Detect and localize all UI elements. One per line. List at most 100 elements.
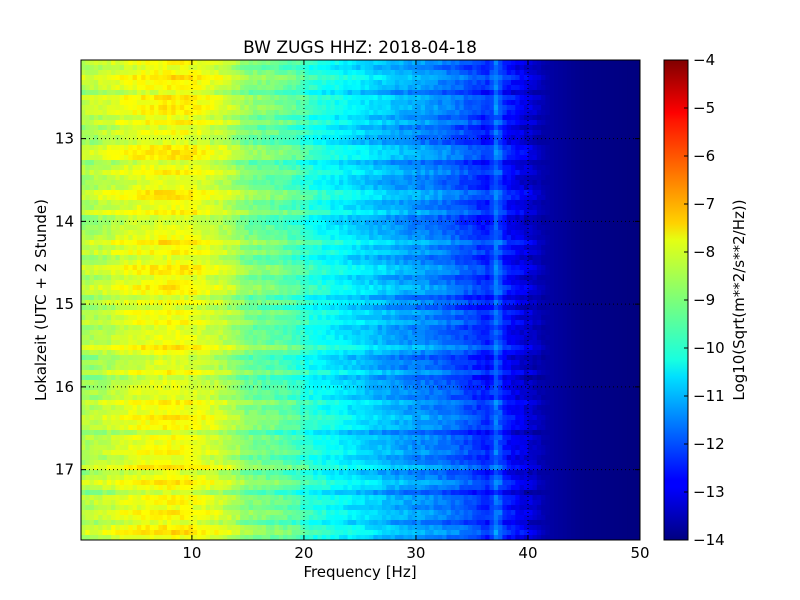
heatmap-cell xyxy=(184,95,190,101)
heatmap-cell xyxy=(98,95,104,101)
heatmap-cell xyxy=(334,75,340,81)
heatmap-cell xyxy=(308,250,314,256)
heatmap-cell xyxy=(296,65,301,71)
heatmap-cell xyxy=(283,135,288,141)
heatmap-cell xyxy=(326,170,331,176)
heatmap-cell xyxy=(218,95,224,101)
heatmap-cell xyxy=(459,215,465,221)
heatmap-cell xyxy=(416,230,422,236)
heatmap-cell xyxy=(631,125,637,131)
heatmap-cell xyxy=(437,210,443,216)
heatmap-cell xyxy=(631,105,637,111)
heatmap-cell xyxy=(171,225,177,231)
heatmap-cell xyxy=(162,205,168,211)
heatmap-cell xyxy=(210,205,215,211)
heatmap-cell xyxy=(377,140,383,146)
heatmap-cell xyxy=(429,85,435,91)
heatmap-cell xyxy=(532,70,538,76)
heatmap-cell xyxy=(605,135,611,141)
heatmap-cell xyxy=(321,70,327,76)
heatmap-cell xyxy=(609,185,615,191)
heatmap-cell xyxy=(609,130,615,136)
heatmap-cell xyxy=(158,240,164,246)
heatmap-cell xyxy=(270,115,276,121)
heatmap-cell xyxy=(536,75,542,81)
heatmap-cell xyxy=(158,200,164,206)
heatmap-cell xyxy=(265,215,271,221)
heatmap-cell xyxy=(601,105,607,111)
heatmap-cell xyxy=(519,90,525,96)
heatmap-cell xyxy=(132,155,138,161)
heatmap-cell xyxy=(287,230,293,236)
heatmap-cell xyxy=(450,65,456,71)
heatmap-cell xyxy=(274,200,280,206)
heatmap-cell xyxy=(554,245,559,251)
heatmap-cell xyxy=(416,100,422,106)
heatmap-cell xyxy=(369,140,374,146)
heatmap-cell xyxy=(201,110,207,116)
heatmap-cell xyxy=(321,155,327,161)
heatmap-cell xyxy=(231,220,237,226)
heatmap-cell xyxy=(347,115,353,121)
heatmap-cell xyxy=(506,100,512,106)
heatmap-cell xyxy=(171,135,177,141)
heatmap-cell xyxy=(403,150,409,156)
heatmap-cell xyxy=(248,190,254,196)
heatmap-cell xyxy=(218,205,224,211)
heatmap-cell xyxy=(330,115,336,121)
heatmap-cell xyxy=(283,130,288,136)
heatmap-cell xyxy=(442,135,448,141)
heatmap-cell xyxy=(205,245,211,251)
heatmap-cell xyxy=(373,155,379,161)
heatmap-cell xyxy=(549,195,555,201)
heatmap-cell xyxy=(463,100,469,106)
heatmap-cell xyxy=(541,75,546,81)
heatmap-cell xyxy=(597,85,602,91)
heatmap-cell xyxy=(412,150,417,156)
heatmap-cell xyxy=(313,120,319,126)
heatmap-cell xyxy=(386,215,392,221)
heatmap-cell xyxy=(231,60,237,66)
heatmap-cell xyxy=(231,190,237,196)
heatmap-cell xyxy=(597,225,602,231)
heatmap-cell xyxy=(364,85,370,91)
heatmap-cell xyxy=(175,225,181,231)
heatmap-cell xyxy=(188,95,194,101)
heatmap-cell xyxy=(218,200,224,206)
heatmap-cell xyxy=(403,125,409,131)
heatmap-cell xyxy=(265,85,271,91)
heatmap-cell xyxy=(579,115,585,121)
heatmap-cell xyxy=(244,85,250,91)
heatmap-cell xyxy=(511,185,516,191)
heatmap-cell xyxy=(394,210,400,216)
heatmap-cell xyxy=(635,215,640,221)
heatmap-cell xyxy=(356,155,362,161)
heatmap-cell xyxy=(532,155,538,161)
heatmap-cell xyxy=(106,160,112,166)
heatmap-cell xyxy=(566,240,572,246)
heatmap-cell xyxy=(274,230,280,236)
heatmap-cell xyxy=(210,195,215,201)
heatmap-cell xyxy=(399,80,405,86)
heatmap-cell xyxy=(420,160,426,166)
heatmap-cell xyxy=(265,95,271,101)
heatmap-cell xyxy=(132,65,138,71)
heatmap-cell xyxy=(128,210,134,216)
heatmap-cell xyxy=(171,200,177,206)
heatmap-cell xyxy=(124,200,129,206)
heatmap-cell xyxy=(627,175,632,181)
heatmap-cell xyxy=(446,200,452,206)
heatmap-cell xyxy=(227,95,233,101)
heatmap-cell xyxy=(171,100,177,106)
heatmap-cell xyxy=(412,220,417,226)
heatmap-cell xyxy=(321,100,327,106)
heatmap-cell xyxy=(403,165,409,171)
heatmap-cell xyxy=(274,190,280,196)
heatmap-cell xyxy=(545,220,551,226)
heatmap-cell xyxy=(115,160,121,166)
heatmap-cell xyxy=(532,210,538,216)
heatmap-cell xyxy=(188,210,194,216)
heatmap-cell xyxy=(240,220,245,226)
heatmap-cell xyxy=(575,210,581,216)
heatmap-cell xyxy=(184,100,190,106)
